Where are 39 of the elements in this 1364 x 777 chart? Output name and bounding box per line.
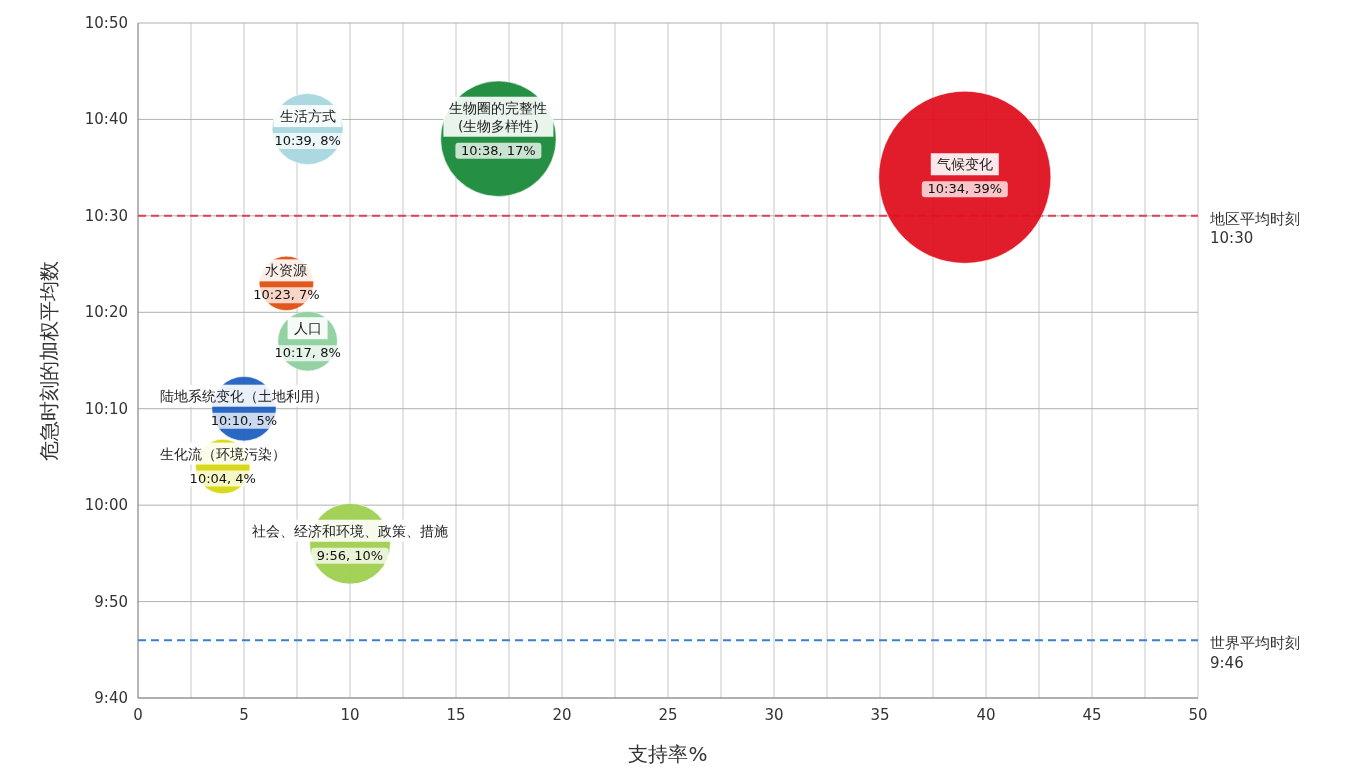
x-tick-label: 30 <box>764 706 784 724</box>
series-label: 生物圈的完整性 (生物多样性) <box>449 99 548 134</box>
x-tick-label: 45 <box>1082 706 1102 724</box>
x-tick-label: 35 <box>870 706 890 724</box>
series-label: 人口 <box>293 320 322 337</box>
series-label: 气候变化 <box>936 156 993 173</box>
x-tick-label: 40 <box>976 706 996 724</box>
y-tick-label: 10:40 <box>84 110 128 129</box>
data-label: 10:34, 39% <box>927 181 1003 197</box>
y-axis-title: 危急时刻的加权平均数 <box>37 260 61 461</box>
series-label: 生活方式 <box>279 108 336 125</box>
text: 地区平均时刻 10:30 <box>1209 209 1300 248</box>
series-label: 陆地系统变化（土地利用） <box>160 387 328 404</box>
x-tick-label: 0 <box>133 706 143 724</box>
x-tick-label: 20 <box>552 706 572 724</box>
x-tick-label: 50 <box>1188 706 1208 724</box>
y-tick-label: 10:10 <box>84 399 128 418</box>
series-label: 社会、经济和环境、政策、措施 <box>252 522 448 539</box>
data-label: 10:39, 8% <box>274 133 341 149</box>
y-tick-label: 10:30 <box>84 206 128 225</box>
series-label: 生化流（环境污染） <box>159 445 286 462</box>
data-label: 10:23, 7% <box>253 287 320 303</box>
x-tick-label: 5 <box>239 706 249 724</box>
y-tick-label: 9:50 <box>94 592 128 611</box>
text: 世界平均时刻 9:46 <box>1210 634 1300 672</box>
data-label: 10:10, 5% <box>210 412 278 428</box>
y-tick-label: 10:50 <box>84 14 128 32</box>
y-tick-label: 10:20 <box>84 303 128 322</box>
data-label: 9:56, 10% <box>316 547 384 563</box>
data-label: 10:38, 17% <box>461 142 536 158</box>
y-tick-label: 10:00 <box>84 496 128 515</box>
x-tick-label: 25 <box>658 706 678 724</box>
data-label: 10:04, 4% <box>189 470 256 486</box>
x-tick-label: 15 <box>446 706 466 724</box>
data-label: 10:17, 8% <box>274 345 341 361</box>
x-tick-label: 10 <box>340 706 360 724</box>
series-label: 水资源 <box>265 262 308 279</box>
x-axis-title: 支持率% <box>628 742 708 766</box>
y-tick-label: 9:40 <box>94 689 128 707</box>
